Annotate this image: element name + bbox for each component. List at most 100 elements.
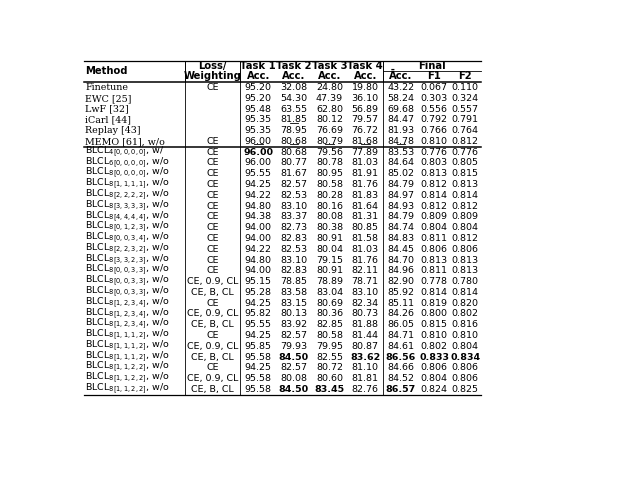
- Text: 81.68: 81.68: [352, 137, 379, 146]
- Text: 83.04: 83.04: [316, 288, 343, 297]
- Text: $\mathrm{BLCL}_{8[1,1,2,2]}$, w/o: $\mathrm{BLCL}_{8[1,1,2,2]}$, w/o: [85, 382, 170, 397]
- Text: 0.778: 0.778: [420, 277, 447, 286]
- Text: 54.30: 54.30: [280, 94, 307, 103]
- Text: 94.25: 94.25: [244, 363, 272, 372]
- Text: 80.69: 80.69: [316, 299, 343, 308]
- Text: 82.11: 82.11: [352, 266, 379, 276]
- Text: 94.22: 94.22: [244, 191, 272, 200]
- Text: $\mathrm{BLCL}_{8[0,0,3,3]}$, w/o: $\mathrm{BLCL}_{8[0,0,3,3]}$, w/o: [85, 263, 170, 278]
- Text: 94.00: 94.00: [244, 223, 272, 232]
- Text: 81.44: 81.44: [352, 331, 379, 340]
- Text: 85.11: 85.11: [387, 299, 414, 308]
- Text: 95.48: 95.48: [244, 105, 272, 114]
- Text: $\mathrm{BLCL}_{8[1,2,3,4]}$, w/o: $\mathrm{BLCL}_{8[1,2,3,4]}$, w/o: [85, 317, 170, 332]
- Text: 81.58: 81.58: [352, 234, 379, 243]
- Text: CE: CE: [206, 137, 219, 146]
- Text: Acc.: Acc.: [318, 71, 341, 81]
- Text: 36.10: 36.10: [351, 94, 379, 103]
- Text: CE: CE: [206, 213, 219, 221]
- Text: 81.81: 81.81: [352, 374, 379, 383]
- Text: 32.08: 32.08: [280, 83, 307, 92]
- Text: 82.76: 82.76: [352, 385, 379, 394]
- Text: $\mathrm{BLCL}_{8[1,1,1,2]}$, w/o: $\mathrm{BLCL}_{8[1,1,1,2]}$, w/o: [85, 338, 170, 354]
- Text: 80.58: 80.58: [316, 331, 343, 340]
- Text: 86.05: 86.05: [387, 320, 414, 329]
- Text: 0.806: 0.806: [452, 374, 479, 383]
- Text: 80.85: 80.85: [352, 223, 379, 232]
- Text: CE: CE: [206, 169, 219, 178]
- Text: 82.57: 82.57: [280, 331, 307, 340]
- Text: 94.80: 94.80: [244, 255, 272, 265]
- Text: Acc.: Acc.: [353, 71, 377, 81]
- Text: 84.93: 84.93: [387, 202, 415, 211]
- Text: 94.25: 94.25: [244, 180, 272, 189]
- Text: 81.31: 81.31: [351, 213, 379, 221]
- Text: 0.764: 0.764: [452, 126, 479, 135]
- Text: 0.820: 0.820: [452, 299, 479, 308]
- Text: 76.69: 76.69: [316, 126, 343, 135]
- Text: 79.56: 79.56: [316, 148, 343, 157]
- Text: CE, 0.9, CL: CE, 0.9, CL: [187, 277, 238, 286]
- Text: 95.28: 95.28: [244, 288, 272, 297]
- Text: 43.22: 43.22: [387, 83, 415, 92]
- Text: $\mathrm{BLCL}_{8[1,1,2,2]}$, w/o: $\mathrm{BLCL}_{8[1,1,2,2]}$, w/o: [85, 371, 170, 386]
- Text: F1: F1: [428, 71, 441, 81]
- Text: Acc.: Acc.: [246, 71, 270, 81]
- Text: 81.67: 81.67: [280, 169, 307, 178]
- Text: 80.38: 80.38: [316, 223, 343, 232]
- Text: 81.76: 81.76: [352, 180, 379, 189]
- Text: 96.00: 96.00: [243, 148, 273, 157]
- Text: 95.15: 95.15: [244, 277, 272, 286]
- Text: CE: CE: [206, 148, 219, 157]
- Text: CE, 0.9, CL: CE, 0.9, CL: [187, 309, 238, 318]
- Text: $\mathrm{BLCL}_{8[2,2,3,2]}$, w/o: $\mathrm{BLCL}_{8[2,2,3,2]}$, w/o: [85, 242, 170, 257]
- Text: 85.02: 85.02: [387, 169, 414, 178]
- Text: 80.91: 80.91: [316, 234, 343, 243]
- Text: iCarl [44]: iCarl [44]: [85, 115, 131, 124]
- Text: 0.811: 0.811: [420, 234, 447, 243]
- Text: $\mathrm{BLCL}_{8[1,1,2,2]}$, w/o: $\mathrm{BLCL}_{8[1,1,2,2]}$, w/o: [85, 360, 170, 375]
- Text: 83.45: 83.45: [314, 385, 344, 394]
- Text: 0.813: 0.813: [420, 255, 448, 265]
- Text: 84.79: 84.79: [387, 213, 414, 221]
- Text: 80.87: 80.87: [352, 342, 379, 351]
- Text: 0.812: 0.812: [452, 202, 479, 211]
- Text: Task 1: Task 1: [241, 61, 276, 70]
- Text: 94.25: 94.25: [244, 331, 272, 340]
- Text: 0.557: 0.557: [452, 105, 479, 114]
- Text: 85.92: 85.92: [387, 288, 414, 297]
- Text: 0.791: 0.791: [452, 115, 479, 124]
- Text: 0.809: 0.809: [420, 213, 447, 221]
- Text: 81.93: 81.93: [387, 126, 415, 135]
- Text: 81.10: 81.10: [352, 363, 379, 372]
- Text: CE, 0.9, CL: CE, 0.9, CL: [187, 374, 238, 383]
- Text: $\mathrm{BLCL}_{8[0,1,2,3]}$, w/o: $\mathrm{BLCL}_{8[0,1,2,3]}$, w/o: [85, 220, 170, 235]
- Text: 83.37: 83.37: [280, 213, 308, 221]
- Text: 0.804: 0.804: [452, 342, 479, 351]
- Text: 0.812: 0.812: [420, 202, 447, 211]
- Text: 80.36: 80.36: [316, 309, 343, 318]
- Text: 80.04: 80.04: [316, 245, 343, 254]
- Text: 84.96: 84.96: [387, 266, 414, 276]
- Text: $\mathrm{BLCL}_{4[0,0,0,0]}$, w/: $\mathrm{BLCL}_{4[0,0,0,0]}$, w/: [85, 145, 165, 160]
- Text: 95.85: 95.85: [244, 342, 272, 351]
- Text: 24.80: 24.80: [316, 83, 343, 92]
- Text: 86.57: 86.57: [386, 385, 416, 394]
- Text: 0.813: 0.813: [452, 180, 479, 189]
- Text: 94.22: 94.22: [244, 245, 272, 254]
- Text: 94.00: 94.00: [244, 234, 272, 243]
- Text: 95.55: 95.55: [244, 169, 272, 178]
- Text: 0.809: 0.809: [452, 213, 479, 221]
- Text: 56.89: 56.89: [352, 105, 379, 114]
- Text: 0.802: 0.802: [420, 342, 447, 351]
- Text: CE, B, CL: CE, B, CL: [191, 385, 234, 394]
- Text: 84.78: 84.78: [387, 137, 414, 146]
- Text: 58.24: 58.24: [387, 94, 414, 103]
- Text: 83.15: 83.15: [280, 299, 307, 308]
- Text: 78.71: 78.71: [352, 277, 379, 286]
- Text: 81.03: 81.03: [351, 245, 379, 254]
- Text: 83.58: 83.58: [280, 288, 307, 297]
- Text: CE, B, CL: CE, B, CL: [191, 320, 234, 329]
- Text: 84.70: 84.70: [387, 255, 414, 265]
- Text: 80.73: 80.73: [351, 309, 379, 318]
